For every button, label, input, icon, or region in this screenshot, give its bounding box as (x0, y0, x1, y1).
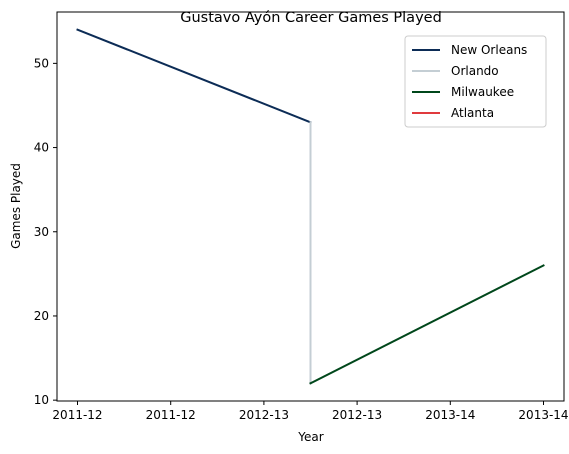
y-tick-label: 50 (34, 56, 49, 70)
x-tick-label: 2012-13 (239, 408, 289, 422)
legend-label-new-orleans: New Orleans (451, 43, 527, 57)
x-tick-label: 2013-14 (518, 408, 568, 422)
legend: New Orleans Orlando Milwaukee Atlanta (404, 35, 547, 128)
x-tick-label: 2013-14 (425, 408, 475, 422)
chart-title: Gustavo Ayón Career Games Played (180, 10, 442, 26)
y-tick-label: 10 (34, 393, 49, 407)
y-axis-label: Games Played (9, 163, 23, 249)
y-tick-label: 40 (34, 141, 49, 155)
y-tick-label: 30 (34, 225, 49, 239)
x-tick-label: 2011-12 (146, 408, 196, 422)
y-tick-label: 20 (34, 309, 49, 323)
plot-area (56, 11, 565, 402)
x-axis-label: Year (297, 430, 323, 444)
legend-box (404, 35, 547, 128)
legend-label-orlando: Orlando (451, 64, 499, 78)
x-axis: 2011-12 2011-12 2012-13 2012-13 2013-14 2013-… (52, 401, 569, 422)
series-line-new-orleans (76, 28, 312, 124)
x-tick-label: 2011-12 (52, 408, 102, 422)
x-tick-label: 2012-13 (332, 408, 382, 422)
legend-label-milwaukee: Milwaukee (451, 85, 514, 99)
series-line-milwaukee (309, 264, 545, 385)
y-axis: 10 20 30 40 50 (34, 56, 57, 407)
plot-frame (56, 11, 565, 402)
series-layer (76, 28, 545, 385)
legend-label-atlanta: Atlanta (451, 106, 494, 120)
